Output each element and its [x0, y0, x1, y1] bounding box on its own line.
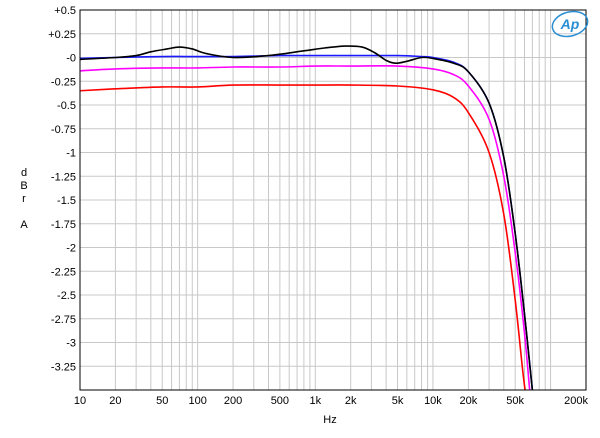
x-tick-label: 500: [271, 395, 289, 407]
series-line-2: [80, 45, 534, 390]
y-tick-label: -3.25: [51, 361, 76, 373]
y-tick-label: -2: [66, 243, 76, 255]
y-tick-label: -1.5: [57, 195, 76, 207]
x-tick-label: 10: [74, 395, 86, 407]
ap-logo-text: Ap: [560, 16, 580, 32]
x-tick-labels: 10 20 50 100 200 500 1k 2k 5k 10k 20k 50k 200k: [74, 395, 589, 407]
plot-frame: [79, 9, 587, 391]
y-tick-label: -2.25: [51, 266, 76, 278]
series-line-4: [80, 84, 526, 390]
series-line-3: [80, 65, 531, 390]
y-tick-label: -0.75: [51, 124, 76, 136]
x-tick-label: 50: [156, 395, 168, 407]
y-tick-labels: +0.5 +0.25 -0 -0.25 -0.5 -0.75 -1 -1.25 -1.5 -1.7…: [48, 5, 76, 373]
data-series: [80, 45, 534, 390]
y-tick-label: -1: [66, 148, 76, 160]
y-tick-label: +0.5: [54, 5, 76, 17]
y-tick-label: -0.5: [57, 100, 76, 112]
x-tick-label: 10k: [424, 395, 442, 407]
y-axis-label: dBr A: [20, 167, 28, 231]
y-axis-label-char: r: [22, 193, 26, 205]
y-axis-label-char: B: [20, 180, 27, 192]
y-axis-label-char: A: [20, 219, 28, 231]
x-tick-label: 20: [109, 395, 121, 407]
x-tick-label: 2k: [345, 395, 357, 407]
y-tick-label: -1.75: [51, 219, 76, 231]
y-tick-label: -2.75: [51, 314, 76, 326]
y-tick-label: -2.5: [57, 290, 76, 302]
x-tick-label: 200k: [564, 395, 588, 407]
x-axis-label: Hz: [323, 414, 336, 426]
x-tick-label: 5k: [392, 395, 404, 407]
y-axis-label-char: d: [21, 167, 27, 179]
y-tick-label: -1.25: [51, 171, 76, 183]
y-tick-label: +0.25: [48, 29, 76, 41]
x-tick-label: 200: [224, 395, 242, 407]
y-tick-label: -3: [66, 338, 76, 350]
x-tick-label: 50k: [506, 395, 524, 407]
x-tick-label: 1k: [309, 395, 321, 407]
y-tick-label: -0.25: [51, 76, 76, 88]
y-tick-label: -0: [66, 53, 76, 65]
x-tick-label: 100: [188, 395, 206, 407]
ap-logo: Ap: [551, 10, 589, 38]
x-tick-label: 20k: [459, 395, 477, 407]
